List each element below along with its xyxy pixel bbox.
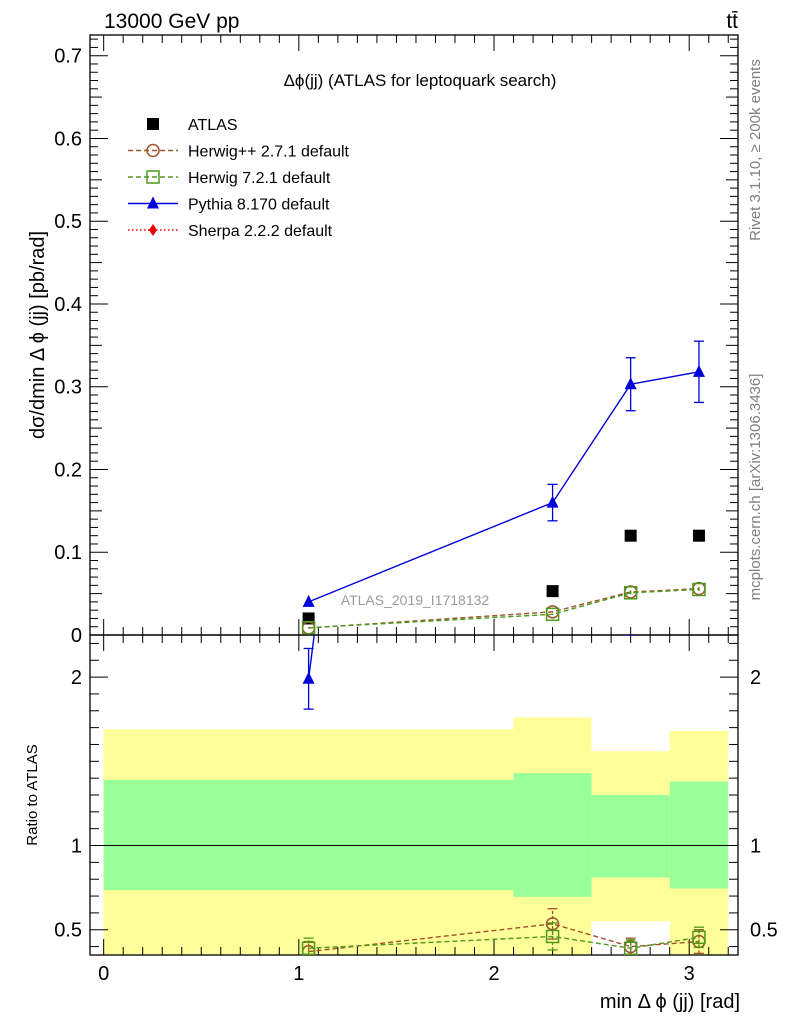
legend-marker-herwig-2-7-1-default <box>146 143 160 158</box>
pythia-8-170-default-point <box>302 594 315 607</box>
pythia-8-170-default-line <box>308 371 700 603</box>
legend-label-herwig-2-7-1-default: Herwig++ 2.7.1 default <box>188 144 350 161</box>
atlas-point <box>546 585 559 598</box>
ratio-plot-series <box>301 561 706 955</box>
mcplots-label: mcplots.cern.ch [arXiv:1306.3436] <box>747 374 764 601</box>
process-label: tt̄ <box>726 10 738 33</box>
inner-band-3 <box>669 781 729 889</box>
ratio-y-tick-label: 0.5 <box>54 920 82 942</box>
y-axis-label: dσ/dmin Δ ϕ (jj) [pb/rad] <box>27 231 49 439</box>
atlas-point <box>624 529 637 542</box>
inner-band-0 <box>103 779 514 891</box>
axis-tick-labels: 0 1 2 3 0 0.1 0.2 0.3 0.4 0.5 0.6 0.7 0.5 0.5 1 1 2 2 <box>54 46 778 985</box>
x-tick-label: 3 <box>684 963 695 985</box>
herwig-2-7-1-default-line <box>308 587 699 629</box>
ratio-y-tick-label-right: 2 <box>750 667 761 689</box>
main-plot-series <box>301 340 706 635</box>
analysis-watermark: ATLAS_2019_I1718132 <box>341 592 490 608</box>
herwig-7-2-1-default-point <box>623 586 638 600</box>
legend: ATLAS Herwig++ 2.7.1 default Herwig 7.2.1 … <box>128 117 350 240</box>
x-tick-label: 2 <box>488 963 499 985</box>
legend-label-pythia-8-170-default: Pythia 8.170 default <box>188 197 330 214</box>
herwig-7-2-1-default-point <box>545 607 560 622</box>
pythia-8-170-default-point <box>624 377 637 390</box>
legend-label-herwig-7-2-1-default: Herwig 7.2.1 default <box>188 170 331 187</box>
energy-label: 13000 GeV pp <box>104 10 239 33</box>
legend-label-atlas: ATLAS <box>188 117 238 134</box>
legend-marker-herwig-7-2-1-default <box>146 170 160 184</box>
rivet-version-label: Rivet 3.1.10, ≥ 200k events <box>747 59 764 241</box>
pythia-8-170-default-point <box>546 495 559 508</box>
y-tick-label: 0.6 <box>54 128 82 150</box>
herwig-7-2-1-default-line <box>308 588 699 629</box>
herwig-7-2-1-default-ratio-line <box>308 935 700 949</box>
legend-marker-sherpa-2-2-2-default <box>149 224 157 236</box>
y-tick-label: 0.1 <box>54 542 82 564</box>
herwig-7-2-1-default-point <box>301 620 316 635</box>
ratio-y-axis-label: Ratio to ATLAS <box>24 744 41 845</box>
herwig-7-2-1-default-point <box>692 582 706 597</box>
ratio-y-tick-label: 1 <box>71 836 82 858</box>
ratio-y-tick-label-right: 0.5 <box>750 920 778 942</box>
legend-marker-atlas <box>147 118 159 130</box>
herwig-7-2-1-default-ratio-point <box>545 929 560 944</box>
ratio-y-tick-label: 2 <box>71 667 82 689</box>
pythia-8-170-default-point <box>692 364 705 377</box>
y-tick-label: 0.7 <box>54 46 82 68</box>
x-axis-label: min Δ ϕ (jj) [rad] <box>600 991 740 1013</box>
inner-band-1 <box>513 773 592 897</box>
axis-ticks <box>90 35 738 955</box>
y-tick-label: 0.3 <box>54 377 82 399</box>
legend-label-sherpa-2-2-2-default: Sherpa 2.2.2 default <box>188 223 333 240</box>
herwig-7-2-1-default-ratio-point <box>301 941 316 955</box>
herwig-7-2-1-default-ratio-point <box>692 930 706 945</box>
herwig-7-2-1-default-ratio-point <box>623 941 638 955</box>
y-tick-label: 0 <box>71 625 82 647</box>
atlas-point <box>692 529 705 542</box>
ratio-y-tick-label-right: 1 <box>750 836 761 858</box>
y-tick-label: 0.5 <box>54 211 82 233</box>
x-tick-label: 1 <box>293 963 304 985</box>
y-tick-label: 0.4 <box>54 294 82 316</box>
chart-title: Δϕ(jj) (ATLAS for leptoquark search) <box>284 71 557 90</box>
pythia-8-170-default-ratio-point <box>693 561 705 573</box>
x-tick-label: 0 <box>98 963 109 985</box>
herwig-2-7-1-default-ratio-line <box>308 923 700 953</box>
y-tick-label: 0.2 <box>54 459 82 481</box>
inner-band-2 <box>591 795 670 878</box>
ratio-uncertainty-bands <box>103 717 729 955</box>
legend-marker-pythia-8-170-default <box>147 196 159 209</box>
pythia-8-170-default-ratio-line <box>307 635 315 679</box>
pythia-8-170-default-ratio-point <box>302 671 315 684</box>
